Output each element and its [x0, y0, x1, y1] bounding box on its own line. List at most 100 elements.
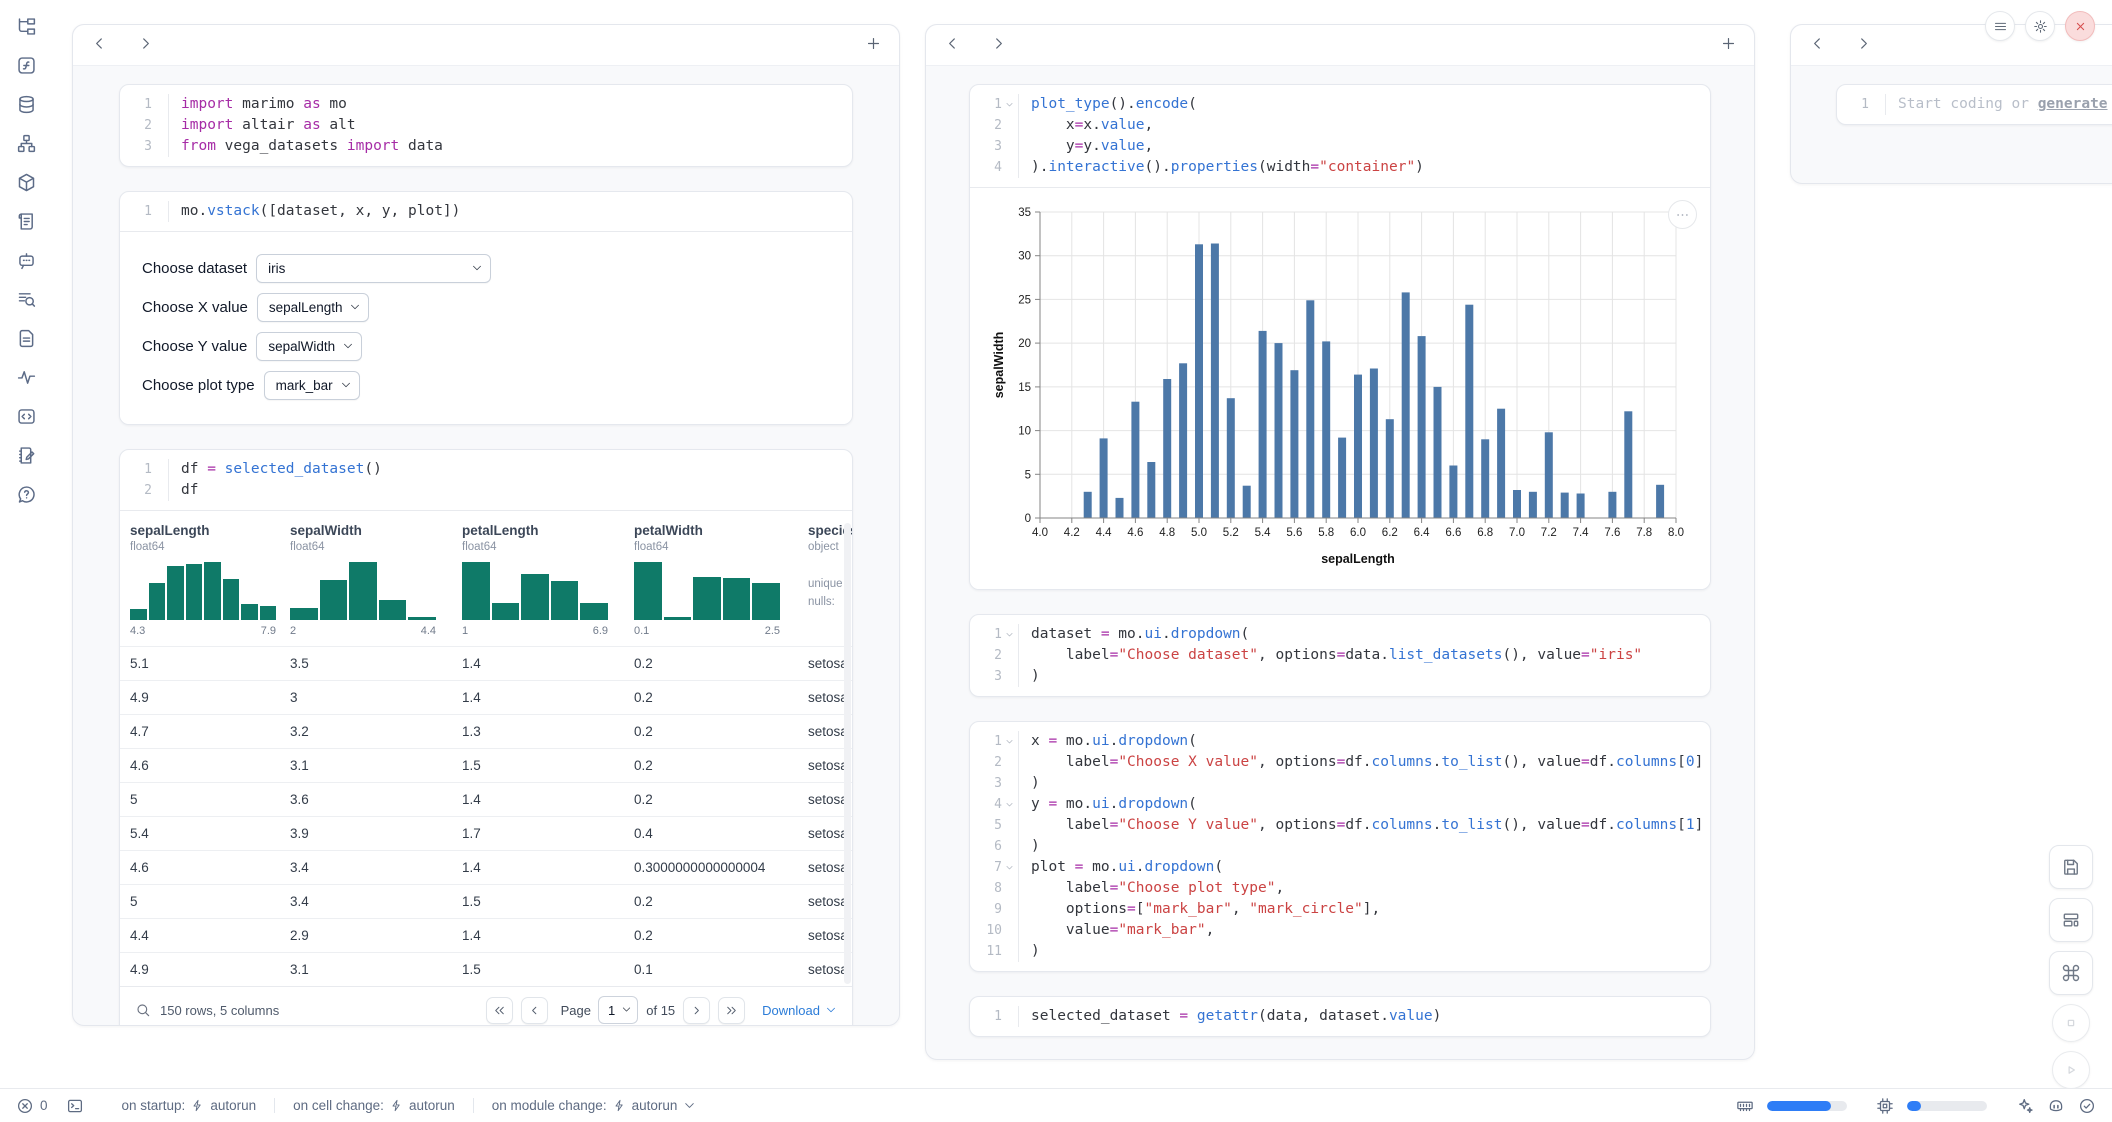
code-editor[interactable]: 1mo.vstack([dataset, x, y, plot]) [120, 192, 852, 231]
last-page-button[interactable] [718, 997, 745, 1024]
prev-page-button[interactable] [521, 997, 548, 1024]
download-button[interactable]: Download [762, 1003, 837, 1018]
line-number: 3 [970, 773, 1002, 794]
gutter [152, 459, 166, 480]
code-editor[interactable]: 1df = selected_dataset()2df [120, 450, 852, 510]
table-cell: 1.5 [462, 962, 634, 977]
error-count-badge[interactable]: 0 [16, 1097, 48, 1115]
chat-bot-icon[interactable] [14, 250, 38, 274]
code-editor[interactable]: 1 Start coding or generate with AI [1837, 85, 2112, 124]
scratchpad-icon[interactable] [14, 445, 38, 469]
line-number: 6 [970, 836, 1002, 857]
chart-output: 4.04.24.44.64.85.05.25.45.65.86.06.26.46… [970, 187, 1710, 589]
column-header-sepalLength[interactable]: sepalLengthfloat644.37.9 [130, 523, 290, 646]
save-button[interactable] [2049, 845, 2093, 889]
chevron-left-icon[interactable] [1807, 35, 1827, 55]
table-cell: 1.4 [462, 792, 634, 807]
help-icon[interactable] [14, 484, 38, 508]
table-cell: 0.2 [634, 928, 808, 943]
add-cell-icon[interactable] [863, 35, 883, 55]
column-header-petalLength[interactable]: petalLengthfloat6416.9 [462, 523, 634, 646]
chevron-left-icon[interactable] [942, 35, 962, 55]
terminal-button[interactable] [66, 1097, 84, 1115]
histogram-bar [408, 617, 436, 620]
code-editor[interactable]: 1plot_type().encode(2 x=x.value,3 y=y.va… [970, 85, 1710, 187]
table-row[interactable]: 4.42.91.40.2setosa [120, 918, 852, 952]
generate-with-ai-link[interactable]: generate [2038, 96, 2108, 112]
table-cell: 4.9 [130, 962, 290, 977]
code-editor[interactable]: 1import marimo as mo2import altair as al… [120, 85, 852, 166]
file-tree-icon[interactable] [14, 16, 38, 40]
first-page-button[interactable] [486, 997, 513, 1024]
stop-button[interactable] [2052, 1004, 2090, 1042]
code-editor[interactable]: 1dataset = mo.ui.dropdown(2 label="Choos… [970, 615, 1710, 696]
table-row[interactable]: 5.43.91.70.4setosa [120, 816, 852, 850]
table-cell: 1.4 [462, 690, 634, 705]
connection-status-icon[interactable] [2078, 1097, 2096, 1115]
snippets-icon[interactable] [14, 328, 38, 352]
keyboard-shortcuts-button[interactable] [2049, 951, 2093, 995]
doc-search-icon[interactable] [14, 289, 38, 313]
table-row[interactable]: 4.73.21.30.2setosa [120, 714, 852, 748]
column-header-sepalWidth[interactable]: sepalWidthfloat6424.4 [290, 523, 462, 646]
chevron-right-icon[interactable] [1853, 35, 1873, 55]
code-block-icon[interactable] [14, 406, 38, 430]
code-line: 5 label="Choose Y value", options=df.col… [970, 815, 1710, 836]
choose-dataset-select[interactable]: iris [256, 254, 491, 283]
table-row[interactable]: 4.63.11.50.2setosa [120, 748, 852, 782]
table-cell: 5.4 [130, 826, 290, 841]
histogram-bar [634, 562, 662, 620]
add-cell-icon[interactable] [1718, 35, 1738, 55]
histogram-bar [349, 562, 377, 620]
column-header-petalWidth[interactable]: petalWidthfloat640.12.5 [634, 523, 808, 646]
run-setting[interactable]: on startup:autorun [104, 1098, 275, 1113]
code-editor[interactable]: 1selected_dataset = getattr(data, datase… [970, 997, 1710, 1036]
choose-x-value-select[interactable]: sepalLength [257, 293, 370, 322]
choose-y-value-select[interactable]: sepalWidth [256, 332, 362, 361]
sparkles-icon[interactable] [2016, 1097, 2034, 1115]
column-2-body: 1plot_type().encode(2 x=x.value,3 y=y.va… [926, 66, 1754, 1060]
svg-text:5.4: 5.4 [1255, 527, 1272, 539]
scroll-icon[interactable] [14, 211, 38, 235]
choose-plot-type-select[interactable]: mark_bar [264, 371, 360, 400]
chevron-right-icon[interactable] [135, 35, 155, 55]
table-scrollbar[interactable] [844, 523, 851, 984]
search-icon[interactable] [135, 1002, 151, 1018]
code-editor[interactable]: 1x = mo.ui.dropdown(2 label="Choose X va… [970, 722, 1710, 971]
svg-text:7.6: 7.6 [1604, 527, 1620, 539]
menu-button[interactable] [1985, 11, 2015, 41]
copilot-icon[interactable] [2047, 1097, 2065, 1115]
shutdown-button[interactable] [2065, 11, 2095, 41]
table-row[interactable]: 53.61.40.2setosa [120, 782, 852, 816]
next-page-button[interactable] [683, 997, 710, 1024]
page-select[interactable]: 1 [598, 996, 638, 1024]
gutter [1002, 666, 1016, 687]
layout-button[interactable] [2049, 898, 2093, 942]
run-setting[interactable]: on cell change:autorun [274, 1098, 473, 1113]
database-icon[interactable] [14, 94, 38, 118]
run-setting[interactable]: on module change:autorun [473, 1098, 715, 1113]
tracing-icon[interactable] [14, 367, 38, 391]
histogram-bar [752, 583, 780, 620]
chart-actions-menu[interactable] [1668, 200, 1697, 229]
settings-button[interactable] [2025, 11, 2055, 41]
table-row[interactable]: 5.13.51.40.2setosa [120, 646, 852, 680]
histogram-bar [551, 581, 579, 620]
chevron-left-icon[interactable] [89, 35, 109, 55]
run-button[interactable] [2052, 1051, 2090, 1089]
table-cell: 1.3 [462, 724, 634, 739]
dependency-graph-icon[interactable] [14, 133, 38, 157]
table-row[interactable]: 4.63.41.40.3000000000000004setosa [120, 850, 852, 884]
package-icon[interactable] [14, 172, 38, 196]
code-text: df [168, 480, 198, 501]
function-square-icon[interactable] [14, 55, 38, 79]
code-text: from vega_datasets import data [168, 136, 443, 157]
table-row[interactable]: 53.41.50.2setosa [120, 884, 852, 918]
bar-chart[interactable]: 4.04.24.44.64.85.05.25.45.65.86.06.26.46… [990, 198, 1690, 572]
svg-text:5: 5 [1025, 469, 1031, 481]
chevron-right-icon[interactable] [988, 35, 1008, 55]
dropdown-label: Choose Y value [142, 338, 247, 355]
table-cell: 0.2 [634, 758, 808, 773]
table-row[interactable]: 4.93.11.50.1setosa [120, 952, 852, 986]
table-row[interactable]: 4.931.40.2setosa [120, 680, 852, 714]
